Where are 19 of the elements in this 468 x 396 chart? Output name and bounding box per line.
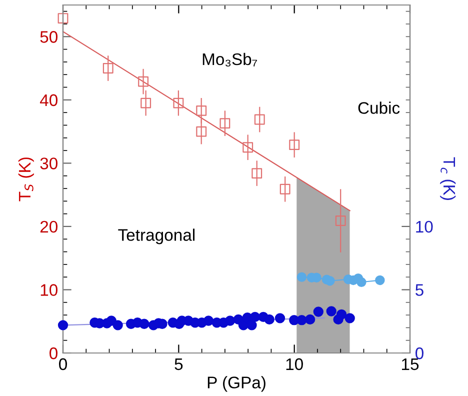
x-tick-label: 0 bbox=[59, 358, 67, 370]
y-tick-label: 10 bbox=[40, 284, 58, 296]
y-tick-label: 50 bbox=[40, 31, 58, 43]
x-tick-label: 15 bbox=[402, 358, 419, 370]
annotation: Tetragonal bbox=[118, 228, 194, 244]
annotation: Mo₃Sb₇ bbox=[202, 52, 258, 67]
y2-tick-label: 0 bbox=[416, 347, 424, 360]
y2-tick-label: 10 bbox=[416, 220, 433, 233]
x-tick-label: 10 bbox=[286, 358, 303, 370]
y2-axis-title: T$_{c}$ (K) bbox=[440, 157, 456, 200]
y-tick-label: 30 bbox=[40, 158, 58, 170]
y-axis-title: T$_{S}$ (K) bbox=[18, 158, 34, 202]
y-tick-label: 40 bbox=[40, 94, 58, 106]
x-tick-label: 5 bbox=[174, 358, 183, 370]
y2-tick-label: 5 bbox=[416, 284, 424, 296]
y-tick-label: 0 bbox=[50, 347, 58, 360]
x-axis-title: P (GPa) bbox=[208, 376, 266, 392]
y-tick-label: 20 bbox=[40, 220, 58, 233]
annotation: Cubic bbox=[358, 102, 400, 114]
